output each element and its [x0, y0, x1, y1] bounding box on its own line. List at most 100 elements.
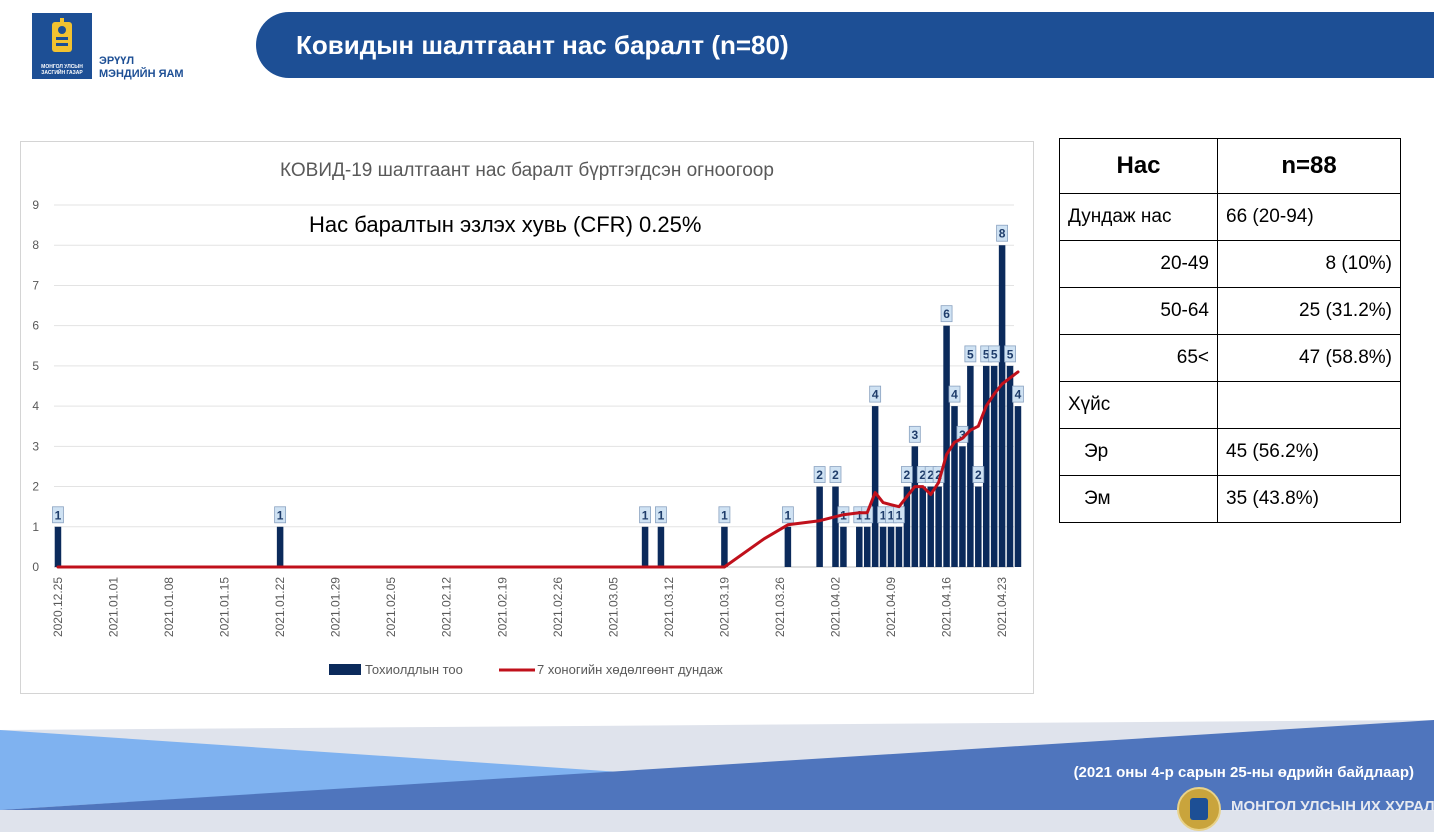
- row-label: Эм: [1059, 475, 1218, 523]
- data-label: 4: [1015, 388, 1022, 402]
- data-label: 1: [896, 508, 903, 522]
- cfr-annotation: Нас баралтын эзлэх хувь (CFR) 0.25%: [309, 212, 702, 237]
- x-tick-label: 2021.04.16: [940, 577, 954, 637]
- data-label-box: [813, 466, 826, 483]
- page-title: Ковидын шалтгаант нас баралт (n=80): [296, 30, 789, 60]
- x-tick-label: 2021.03.19: [717, 577, 731, 637]
- data-label: 1: [721, 508, 728, 522]
- data-label: 5: [983, 347, 990, 361]
- bar: [990, 365, 998, 567]
- y-tick-label: 7: [32, 278, 39, 292]
- x-tick-label: 2021.02.19: [495, 577, 509, 637]
- table-row: Хүйс: [1059, 381, 1401, 429]
- row-value: 45 (56.2%): [1217, 428, 1401, 476]
- y-tick-label: 0: [32, 560, 39, 574]
- bar: [856, 526, 863, 567]
- data-label-box: [52, 506, 64, 524]
- x-tick-label: 2020.12.25: [51, 577, 65, 637]
- y-tick-label: 5: [32, 359, 39, 373]
- bar: [871, 406, 879, 567]
- bar: [721, 526, 728, 567]
- data-label-box: [1012, 385, 1024, 403]
- data-label-box: [781, 506, 794, 524]
- bar: [959, 446, 966, 567]
- bar: [951, 406, 958, 567]
- data-label: 1: [277, 508, 284, 522]
- data-label-box: [964, 345, 977, 363]
- row-label: 50-64: [1059, 287, 1218, 335]
- y-tick-label: 3: [32, 439, 39, 453]
- bar: [927, 486, 934, 567]
- x-tick-label: 2021.04.23: [995, 577, 1009, 637]
- table-row: Эр 45 (56.2%): [1059, 428, 1401, 476]
- row-value: 35 (43.8%): [1217, 475, 1401, 523]
- data-label: 4: [872, 388, 879, 402]
- bar: [887, 526, 895, 567]
- data-label-box: [948, 385, 961, 403]
- data-label: 4: [951, 388, 958, 402]
- bar: [903, 486, 911, 567]
- data-label: 2: [975, 468, 982, 482]
- legend-label-bars: Тохиолдлын тоо: [365, 662, 463, 677]
- data-label-box: [718, 506, 731, 524]
- table-row: 50-64 25 (31.2%): [1059, 287, 1401, 335]
- data-label: 2: [927, 468, 934, 482]
- data-label-box: [861, 506, 874, 524]
- row-value: 47 (58.8%): [1217, 334, 1401, 382]
- data-label: 2: [816, 468, 823, 482]
- table-row: 20-49 8 (10%): [1059, 240, 1401, 288]
- government-label: МОНГОЛ УЛСЫН ЗАСГИЙН ГАЗАР: [41, 64, 83, 76]
- y-tick-label: 6: [32, 319, 39, 333]
- bar: [784, 526, 792, 567]
- bar: [998, 245, 1006, 567]
- x-tick-label: 2021.01.15: [218, 577, 232, 637]
- government-logo: МОНГОЛ УЛСЫН ЗАСГИЙН ГАЗАР: [32, 13, 92, 79]
- parliament-label: МОНГОЛ УЛСЫН ИХ ХУРАЛ: [1231, 798, 1434, 815]
- bar: [657, 526, 665, 567]
- x-tick-label: 2021.01.08: [162, 577, 176, 637]
- mortality-chart: КОВИД-19 шалтгаант нас баралт бүртгэгдсэ…: [32, 160, 1024, 677]
- data-label: 1: [642, 508, 649, 522]
- bar: [832, 486, 839, 567]
- data-label: 5: [1007, 347, 1014, 361]
- x-tick-label: 2021.04.09: [884, 577, 898, 637]
- x-tick-label: 2021.03.12: [662, 577, 676, 637]
- bar: [911, 446, 919, 567]
- data-label: 1: [55, 508, 62, 522]
- table-header-row: Нас n=88: [1059, 138, 1401, 194]
- x-tick-label: 2021.01.01: [107, 577, 121, 637]
- data-label-box: [908, 425, 921, 443]
- y-tick-label: 9: [32, 198, 39, 212]
- x-tick-label: 2021.01.22: [273, 577, 287, 637]
- ministry-name: ЭРҮҮЛ МЭНДИЙН ЯАМ: [99, 55, 184, 81]
- x-tick-label: 2021.02.12: [440, 577, 454, 637]
- title-banner: Ковидын шалтгаант нас баралт (n=80): [256, 12, 1434, 78]
- data-label: 1: [888, 508, 895, 522]
- table-row: 65< 47 (58.8%): [1059, 334, 1401, 382]
- data-label-box: [655, 506, 667, 524]
- row-label: Эр: [1059, 428, 1218, 476]
- row-value: 8 (10%): [1217, 240, 1401, 288]
- bar: [982, 365, 990, 567]
- y-tick-label: 4: [32, 399, 39, 413]
- row-label: Хүйс: [1059, 381, 1218, 429]
- bar: [879, 526, 887, 567]
- bar: [641, 526, 649, 567]
- row-label: Дундаж нас: [1059, 193, 1218, 241]
- chart-title: КОВИД-19 шалтгаант нас баралт бүртгэгдсэ…: [280, 160, 774, 181]
- bar: [1014, 406, 1022, 567]
- chart-panel: КОВИД-19 шалтгаант нас баралт бүртгэгдсэ…: [20, 141, 1034, 694]
- y-tick-label: 2: [32, 480, 39, 494]
- bar: [943, 325, 950, 567]
- data-label: 3: [959, 428, 966, 442]
- data-label-box: [972, 466, 985, 483]
- footer-background: [0, 720, 1434, 832]
- data-label: 2: [919, 468, 926, 482]
- soyombo-emblem-icon: [52, 18, 72, 52]
- bar: [919, 486, 927, 567]
- data-label: 6: [943, 307, 950, 321]
- x-tick-label: 2021.03.26: [773, 577, 787, 637]
- data-label-box: [900, 466, 913, 483]
- bar: [967, 365, 974, 567]
- age-sex-table: Нас n=88 Дундаж нас 66 (20-94) 20-49 8 (…: [1059, 138, 1401, 523]
